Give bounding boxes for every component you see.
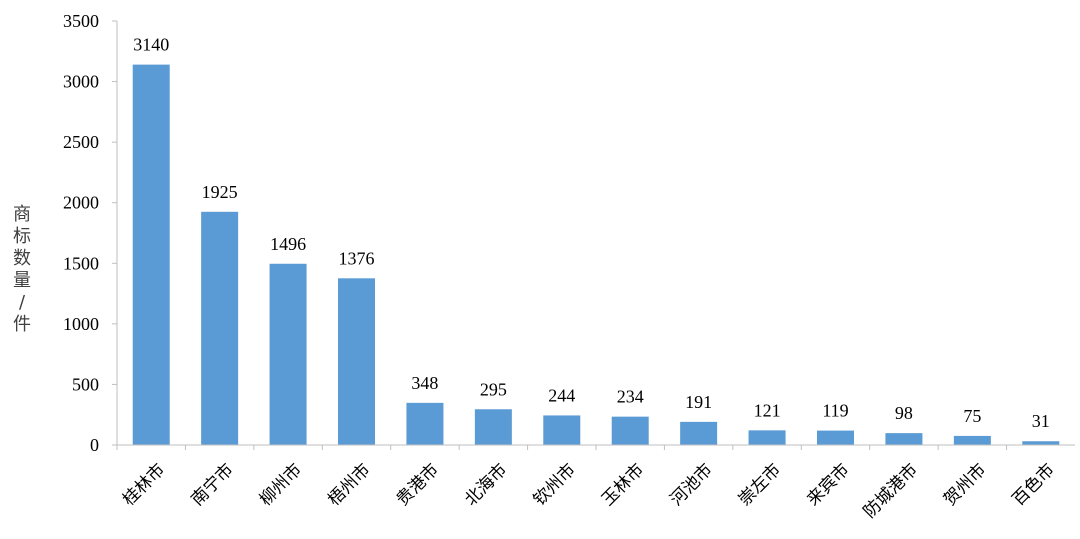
x-category-label: 河池市 xyxy=(666,460,716,510)
x-category-label: 贵港市 xyxy=(393,460,443,510)
data-label: 75 xyxy=(963,406,981,426)
bar xyxy=(474,409,512,445)
y-tick-label: 3000 xyxy=(63,72,99,92)
x-category-label: 崇左市 xyxy=(735,460,785,510)
x-category-label: 桂林市 xyxy=(119,460,169,510)
data-label: 1925 xyxy=(202,182,238,202)
y-tick-label: 1000 xyxy=(63,314,99,334)
bar xyxy=(338,278,375,445)
data-label: 244 xyxy=(548,385,575,405)
data-label: 3140 xyxy=(133,35,169,55)
y-tick-label: 0 xyxy=(90,435,99,455)
x-category-label: 贺州市 xyxy=(940,460,990,510)
bar xyxy=(543,415,581,445)
y-tick-label: 1500 xyxy=(63,253,99,273)
data-label: 234 xyxy=(617,387,644,407)
data-label: 348 xyxy=(411,373,438,393)
bar xyxy=(953,435,991,445)
y-tick-label: 2500 xyxy=(63,132,99,152)
y-axis-title: 商标数量/件 xyxy=(13,204,31,335)
data-label: 1376 xyxy=(339,248,375,268)
bar xyxy=(406,402,444,445)
x-category-label: 玉林市 xyxy=(598,460,648,510)
x-category-label: 柳州市 xyxy=(256,460,306,510)
bar xyxy=(201,211,239,445)
y-tick-label: 2000 xyxy=(63,193,99,213)
y-axis-ticks: 0 500 1000 1500 2000 2500 3000 3500 xyxy=(63,11,117,455)
x-category-label: 南宁市 xyxy=(187,460,237,510)
bar xyxy=(680,421,718,445)
x-category-label: 钦州市 xyxy=(530,460,580,510)
bar xyxy=(748,430,786,445)
y-axis-label: 商标数量/件 xyxy=(13,204,31,335)
data-label: 121 xyxy=(754,400,781,420)
data-label: 31 xyxy=(1032,411,1050,431)
y-tick-label: 3500 xyxy=(63,11,99,31)
bar xyxy=(817,430,854,445)
x-axis-categories: 桂林市 南宁市 柳州市 梧州市 贵港市 北海市 钦州市 玉林市 河池市 崇左市 来宾市 防城港市 贺州市… xyxy=(116,445,1059,522)
data-label: 119 xyxy=(822,401,848,421)
data-label: 295 xyxy=(480,379,507,399)
data-label: 1496 xyxy=(270,234,306,254)
x-category-label: 防城港市 xyxy=(860,460,922,522)
axes xyxy=(116,21,1075,446)
y-tick-label: 500 xyxy=(72,374,99,394)
bars xyxy=(132,64,1060,446)
bar xyxy=(1022,441,1060,445)
bar xyxy=(269,263,307,445)
data-label: 98 xyxy=(895,403,913,423)
data-label: 191 xyxy=(685,392,712,412)
bar xyxy=(611,416,649,445)
bar xyxy=(132,64,170,446)
bar xyxy=(885,433,923,445)
x-category-label: 北海市 xyxy=(461,460,511,510)
x-category-label: 来宾市 xyxy=(803,460,853,510)
data-labels: 3140 1925 1496 1376 348 295 244 234 191 121 119 98 7… xyxy=(133,35,1050,432)
x-category-label: 梧州市 xyxy=(324,460,374,510)
x-category-label: 百色市 xyxy=(1009,460,1059,510)
